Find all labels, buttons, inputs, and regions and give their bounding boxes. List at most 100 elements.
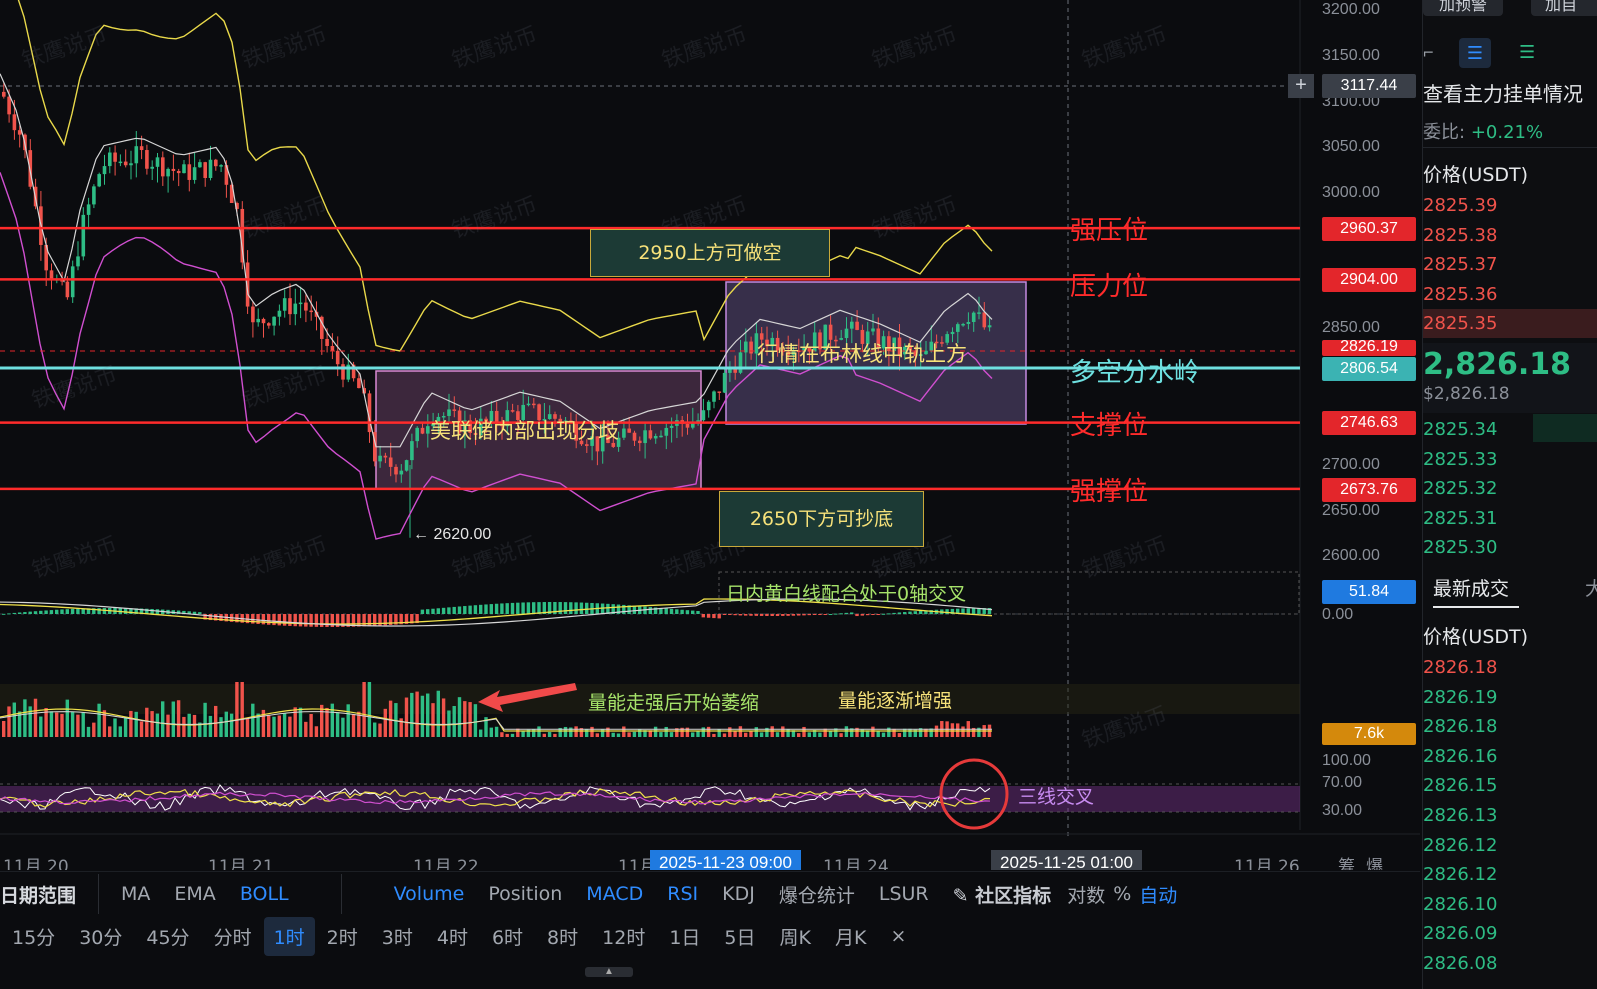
- interval-1h[interactable]: 1时: [263, 916, 315, 956]
- volume-bar: [166, 714, 170, 737]
- interval-timeline[interactable]: 分时: [213, 926, 252, 949]
- macd-bar: [908, 611, 912, 614]
- volume-bar: [865, 730, 870, 737]
- volume-bar: [701, 727, 705, 737]
- macd-bar: [547, 602, 552, 614]
- interval-6h[interactable]: 6时: [491, 926, 524, 949]
- interval-4h[interactable]: 4时: [436, 926, 468, 949]
- crosshair-add-icon[interactable]: +: [1288, 74, 1314, 98]
- volume-bar: [245, 718, 250, 737]
- orderbook-view-icon[interactable]: ☰: [1459, 38, 1491, 68]
- volume-bar: [97, 703, 101, 737]
- macd-bar: [373, 614, 377, 626]
- macd-bar: [415, 614, 419, 624]
- toolbar-macd[interactable]: MACD: [586, 883, 644, 905]
- interval-3h[interactable]: 3时: [381, 926, 413, 949]
- candle-body: [129, 163, 133, 166]
- axis-corner-liq[interactable]: 爆: [1366, 857, 1383, 870]
- toolbar-liquidation-stats[interactable]: 爆仓统计: [778, 884, 855, 907]
- close-intervals-icon[interactable]: ×: [890, 925, 907, 947]
- ask-price[interactable]: 2825.36: [1423, 284, 1498, 305]
- bid-price[interactable]: 2825.31: [1423, 508, 1498, 529]
- candle-body: [76, 256, 80, 267]
- candle-body: [351, 364, 356, 379]
- volume-bar: [70, 711, 75, 737]
- toolbar-ema[interactable]: EMA: [174, 883, 216, 905]
- interval-week[interactable]: 周K: [779, 926, 811, 949]
- interval-12h[interactable]: 12时: [602, 926, 646, 949]
- volume-bar: [887, 727, 891, 737]
- collapse-handle[interactable]: ▲: [585, 967, 633, 977]
- axis-corner-chip[interactable]: 筹: [1338, 857, 1355, 870]
- ask-price[interactable]: 2825.37: [1423, 254, 1498, 275]
- add-button[interactable]: 加自: [1531, 0, 1597, 16]
- chart-area[interactable]: 铁鹰说币 铁鹰说币 铁鹰说币 铁鹰说币 铁鹰说币 铁鹰说币 铁鹰说币 铁鹰说币 …: [0, 0, 1420, 870]
- interval-month[interactable]: 月K: [834, 926, 867, 949]
- volume-bar: [240, 682, 244, 737]
- macd-bar: [479, 604, 483, 614]
- macd-bar: [288, 614, 292, 626]
- toolbar-rsi[interactable]: RSI: [667, 883, 699, 905]
- volume-bar: [611, 732, 615, 737]
- last-price-usd: $2,826.18: [1423, 384, 1510, 404]
- macd-bar: [298, 614, 303, 627]
- bid-price[interactable]: 2825.30: [1423, 537, 1498, 558]
- trade-price: 2826.12: [1423, 834, 1498, 856]
- ask-price[interactable]: 2825.39: [1423, 195, 1498, 216]
- interval-15m[interactable]: 15分: [12, 926, 56, 949]
- toolbar-community-indicators[interactable]: ✎ 社区指标: [941, 881, 1064, 908]
- macd-bar: [261, 614, 266, 625]
- level-pill-resistance: 2904.00: [1322, 268, 1416, 292]
- volume-bar: [457, 697, 462, 737]
- interval-5d[interactable]: 5日: [724, 926, 756, 949]
- volume-bar: [510, 733, 515, 737]
- macd-bar: [553, 602, 557, 614]
- bid-price[interactable]: 2825.33: [1423, 449, 1498, 470]
- layout-icon[interactable]: ⌐: [1423, 42, 1434, 62]
- volume-bar: [918, 728, 923, 737]
- bid-price[interactable]: 2825.34: [1423, 419, 1498, 440]
- interval-2h[interactable]: 2时: [326, 926, 358, 949]
- bid-price[interactable]: 2825.32: [1423, 478, 1498, 499]
- candle-body: [373, 432, 377, 462]
- level-label-strong-support: 强撑位: [1070, 477, 1149, 507]
- candle-body: [706, 401, 711, 411]
- toolbar-boll[interactable]: BOLL: [239, 883, 289, 905]
- volume-bar: [563, 726, 568, 737]
- buy-view-icon[interactable]: ☰: [1519, 42, 1536, 62]
- price-chart[interactable]: [0, 0, 1420, 870]
- volume-bar: [876, 731, 880, 737]
- interval-1d[interactable]: 1日: [669, 926, 701, 949]
- tab-large-trades[interactable]: 大: [1585, 574, 1597, 601]
- level-label-resistance: 压力位: [1070, 272, 1149, 302]
- candle-body: [542, 419, 547, 421]
- ask-price[interactable]: 2825.38: [1423, 225, 1498, 246]
- ask-price[interactable]: 2825.35: [1423, 313, 1498, 334]
- candle-body: [818, 332, 822, 350]
- toolbar-kdj[interactable]: KDJ: [722, 883, 755, 905]
- macd-bar: [399, 614, 403, 625]
- toolbar-position[interactable]: Position: [488, 883, 563, 905]
- orderbook-title[interactable]: 查看主力挂单情况: [1423, 82, 1583, 106]
- candle-body: [282, 298, 287, 311]
- indicator-toolbar: 日期范围 MA EMA BOLL Volume Position MACD RS…: [0, 871, 1420, 916]
- toolbar-volume[interactable]: Volume: [393, 883, 465, 905]
- toolbar-percent[interactable]: %: [1113, 883, 1132, 905]
- interval-45m[interactable]: 45分: [146, 926, 190, 949]
- toolbar-auto[interactable]: 自动: [1139, 884, 1178, 907]
- tab-latest-trades[interactable]: 最新成交: [1433, 578, 1510, 600]
- toolbar-log[interactable]: 对数: [1067, 884, 1106, 907]
- volume-bar: [505, 733, 509, 737]
- toolbar-ma[interactable]: MA: [121, 883, 151, 905]
- volume-bar: [653, 726, 658, 737]
- add-alert-button[interactable]: 加预警: [1423, 0, 1503, 16]
- candle-body: [590, 436, 594, 446]
- interval-8h[interactable]: 8时: [547, 926, 579, 949]
- candle-body: [219, 165, 223, 167]
- macd-bar: [346, 614, 350, 627]
- candle-body: [214, 159, 218, 167]
- volume-bar: [722, 733, 727, 737]
- toolbar-lsur[interactable]: LSUR: [878, 883, 929, 905]
- toolbar-date-range[interactable]: 日期范围: [0, 884, 77, 907]
- interval-30m[interactable]: 30分: [79, 926, 123, 949]
